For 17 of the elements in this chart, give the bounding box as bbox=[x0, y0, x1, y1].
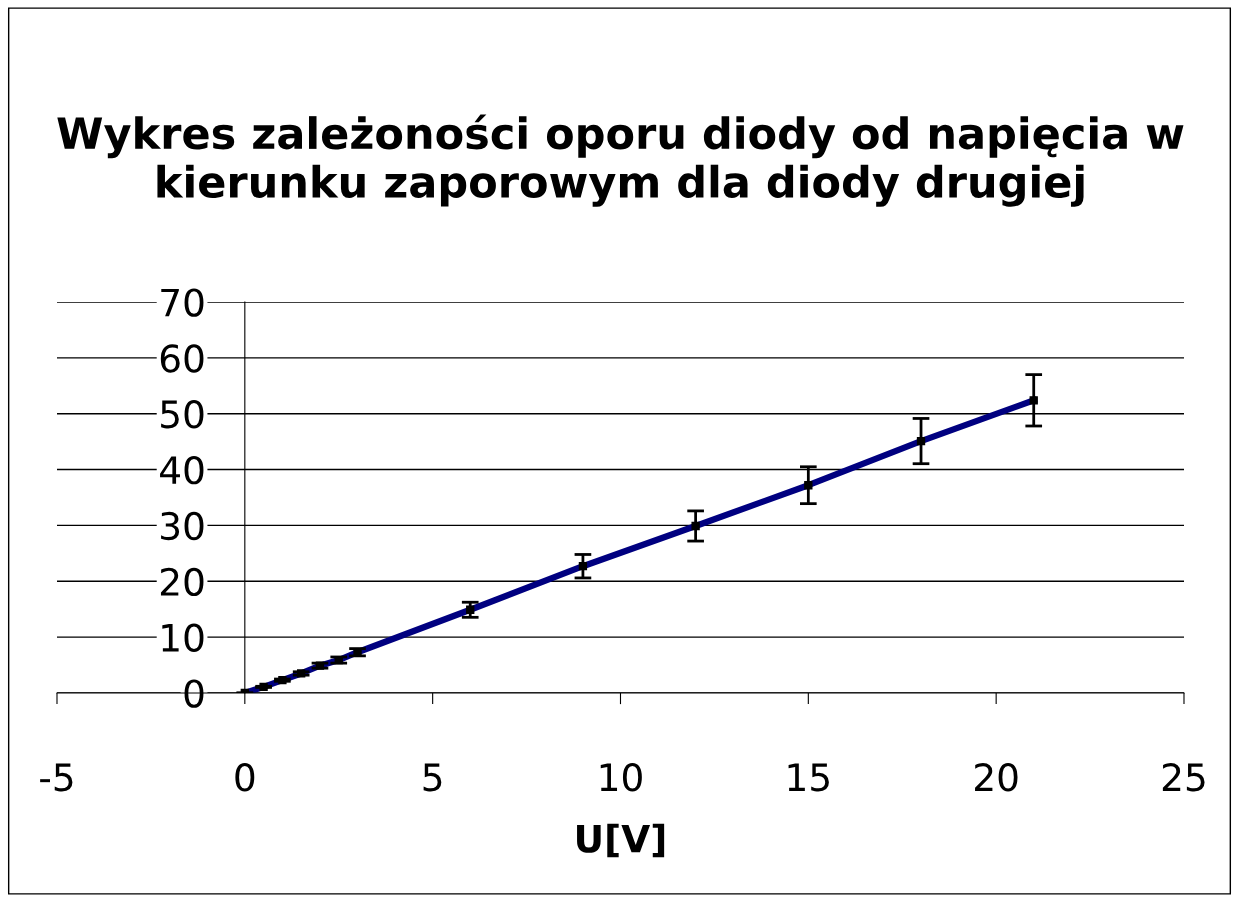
y-tick-label: 30 bbox=[161, 511, 204, 541]
x-tick-label: 0 bbox=[235, 763, 255, 792]
y-tick-label: 40 bbox=[160, 455, 204, 485]
y-tick-label: 20 bbox=[160, 567, 204, 597]
x-axis-title: U[V] bbox=[577, 823, 665, 858]
x-tick-label: -5 bbox=[40, 763, 73, 792]
y-tick-label: 50 bbox=[161, 400, 204, 429]
y-tick-label: 10 bbox=[162, 623, 204, 652]
x-tick-label: 10 bbox=[600, 763, 642, 792]
x-tick-label: 25 bbox=[1162, 763, 1205, 792]
y-tick-label: 0 bbox=[184, 679, 204, 708]
y-tick-label: 70 bbox=[161, 288, 204, 317]
x-tick-label: 5 bbox=[423, 763, 442, 792]
y-tick-label: 60 bbox=[160, 344, 204, 373]
chart-title: Wykres zależoności oporu diody od napięcia w kierunku zaporowym dla diody drugiej bbox=[57, 114, 1184, 207]
x-tick-label: 20 bbox=[975, 763, 1018, 792]
x-tick-label: 15 bbox=[788, 763, 829, 792]
